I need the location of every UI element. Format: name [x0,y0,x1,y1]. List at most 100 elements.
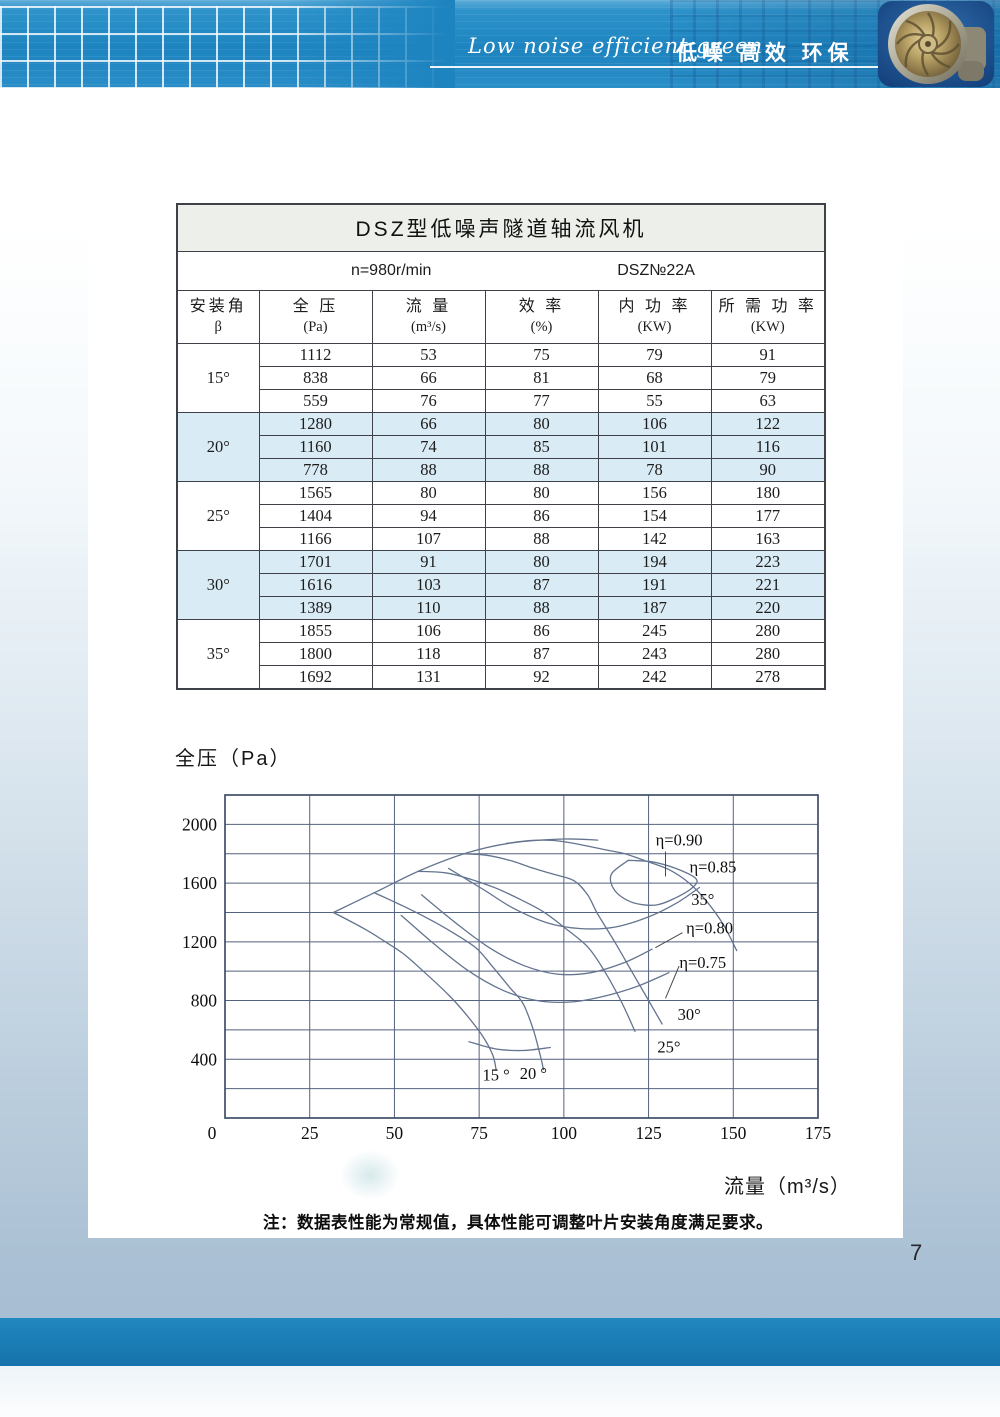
pressure-cell: 1389 [258,596,373,620]
tagline-english: Low noise efficient green [468,34,764,58]
y-tick-label: 1200 [182,932,217,952]
table-subheader: n=980r/min DSZ№22A [176,251,826,291]
table-row: 1800 118 87 243 280 [177,642,826,666]
power-cell: 106 [597,412,712,436]
performance-table: DSZ型低噪声隧道轴流风机 n=980r/min DSZ№22A 安装角 β 全 压 (Pa… [176,203,827,690]
column-header-3: 效 率 (%) [484,290,599,344]
efficiency-cell: 88 [484,458,599,482]
power-cell: 242 [597,665,712,690]
required-power-cell: 220 [710,596,826,620]
table-row: 1160 74 85 101 116 [177,435,826,459]
required-power-cell: 163 [710,527,826,551]
efficiency-cell: 92 [484,665,599,690]
curve-label-7: 15 ° [482,1065,509,1084]
scan-smudge [340,1150,400,1200]
power-cell: 187 [597,596,712,620]
curve-label-2: 35° [691,890,714,909]
table-row: 15° 1112 53 75 79 91 [176,343,826,413]
curve-label-3: η=0.80 [686,919,733,938]
chart-border [224,794,819,1119]
efficiency-cell: 86 [484,619,599,643]
flow-cell: 107 [371,527,486,551]
table-footnote: 注：数据表性能为常规值，具体性能可调整叶片安装角度满足要求。 [263,1214,773,1232]
contour-eta-0.80 [420,894,653,976]
column-header-1: 全 压 (Pa) [258,290,373,344]
angle-cell: 25° [176,481,260,551]
flow-cell: 131 [371,665,486,690]
power-cell: 156 [597,481,712,505]
power-cell: 101 [597,435,712,459]
power-cell: 154 [597,504,712,528]
efficiency-cell: 88 [484,527,599,551]
required-power-cell: 177 [710,504,826,528]
stall-line [332,838,599,914]
table-row: 778 88 88 78 90 [177,458,826,482]
flow-cell: 88 [371,458,486,482]
flow-cell: 53 [371,343,486,367]
x-tick-label: 100 [551,1123,578,1143]
column-header-5: 所 需 功 率 (KW) [710,290,826,344]
column-header-4: 内 功 率 (KW) [597,290,712,344]
column-header-2: 流 量 (m³/s) [371,290,486,344]
label-leader-2 [665,965,680,999]
performance-table-body: DSZ型低噪声隧道轴流风机 n=980r/min DSZ№22A 安装角 β 全 压 (Pa… [176,203,826,690]
pressure-cell: 1112 [258,343,373,367]
table-title: DSZ型低噪声隧道轴流风机 [176,203,826,252]
power-cell: 78 [597,458,712,482]
y-tick-label: 400 [191,1049,218,1069]
table-row: 1692 131 92 242 278 [177,665,826,690]
x-tick-label: 150 [720,1123,747,1143]
required-power-cell: 116 [710,435,826,459]
pressure-cell: 559 [258,389,373,413]
x-tick-label: 175 [805,1123,832,1143]
y-tick-label: 2000 [182,814,217,834]
efficiency-cell: 87 [484,642,599,666]
pressure-cell: 838 [258,366,373,390]
required-power-cell: 278 [710,665,826,690]
table-title-row: DSZ型低噪声隧道轴流风机 [176,203,826,252]
efficiency-cell: 75 [484,343,599,367]
pressure-cell: 1855 [258,619,373,643]
angle-cell: 30° [176,550,260,620]
flow-cell: 66 [371,412,486,436]
power-cell: 68 [597,366,712,390]
required-power-cell: 79 [710,366,826,390]
footer-blue-band [0,1318,1000,1366]
power-cell: 243 [597,642,712,666]
column-header-0: 安装角 β [176,290,260,344]
chart-x-axis-title: 流量（m³/s） [724,1176,851,1198]
flow-cell: 94 [371,504,486,528]
flow-cell: 74 [371,435,486,459]
curve-label-4: η=0.75 [679,953,726,972]
angle-curve-35deg [505,839,738,952]
efficiency-cell: 80 [484,550,599,574]
angle-curve-25deg [417,870,636,1033]
header-banner: Low noise efficient green 低噪 高效 环保 [0,0,1000,88]
table-row: 838 66 81 68 79 [177,366,826,390]
footer-light-area [0,1366,1000,1417]
banner-underline [430,66,880,68]
contour-eta-0.75 [400,914,670,1004]
pressure-cell: 1280 [258,412,373,436]
power-cell: 245 [597,619,712,643]
chart-y-axis-title: 全压（Pa） [175,748,292,770]
table-header-row: 安装角 β 全 压 (Pa) 流 量 (m³/s) 效 率 (%) 内 功 率 (KW) 所 需 功… [176,290,826,344]
table-row: 1166 107 88 142 163 [177,527,826,551]
flow-cell: 118 [371,642,486,666]
pressure-cell: 1166 [258,527,373,551]
table-row: 30° 1701 91 80 194 223 [176,550,826,620]
required-power-cell: 122 [710,412,826,436]
pressure-cell: 1160 [258,435,373,459]
power-cell: 191 [597,573,712,597]
fan-model: DSZ№22A [617,262,695,279]
curve-label-8: 20 ° [520,1064,547,1083]
efficiency-cell: 88 [484,596,599,620]
x-tick-label: 25 [301,1123,319,1143]
efficiency-cell: 80 [484,412,599,436]
flow-cell: 106 [371,619,486,643]
power-cell: 142 [597,527,712,551]
curve-label-0: η=0.90 [656,831,703,850]
angle-curve-30deg [461,853,663,1025]
banner-grid-fade [285,0,455,88]
